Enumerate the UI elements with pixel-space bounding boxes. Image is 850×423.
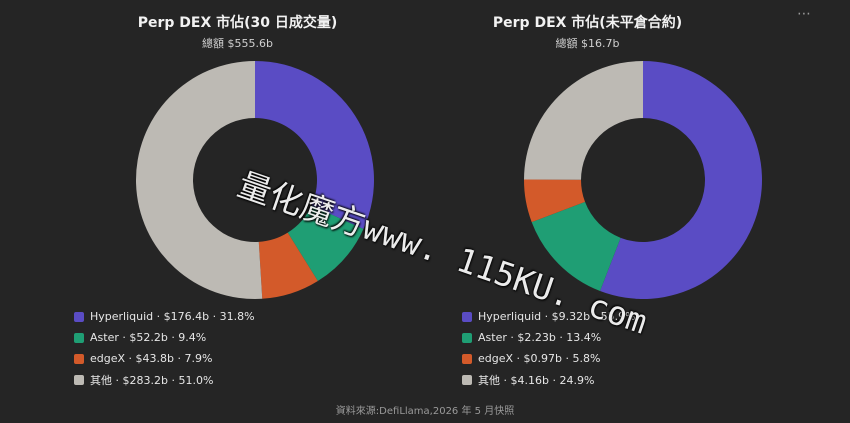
- legend-swatch: [74, 374, 84, 385]
- slice-其他: [524, 61, 643, 180]
- donut-chart: [524, 61, 762, 299]
- legend-item: Hyperliquid · $176.4b · 31.8%: [74, 306, 255, 327]
- slice-edgex: [258, 232, 318, 299]
- legend-item: Aster · $52.2b · 9.4%: [74, 327, 255, 348]
- legend-item: 其他 · $283.2b · 51.0%: [74, 369, 255, 390]
- chart-subtitle: 總額 $16.7b: [555, 37, 620, 50]
- legend-item: Aster · $2.23b · 13.4%: [462, 327, 636, 348]
- chart-panel-open-interest: Perp DEX 市佔(未平倉合約) 總額 $16.7b Hyperliquid…: [425, 0, 850, 400]
- legend-swatch: [462, 332, 472, 343]
- slice-edgex: [524, 179, 586, 223]
- legend-label: Hyperliquid · $176.4b · 31.8%: [90, 310, 255, 323]
- legend-item: 其他 · $4.16b · 24.9%: [462, 369, 636, 390]
- slice-aster: [287, 205, 364, 282]
- legend-swatch: [462, 353, 472, 364]
- chart-panel-volume: Perp DEX 市佔(30 日成交量) 總額 $555.6b Hyperliq…: [0, 0, 425, 400]
- legend-swatch: [74, 332, 84, 343]
- legend-swatch: [462, 374, 472, 385]
- legend-label: edgeX · $43.8b · 7.9%: [90, 352, 213, 365]
- legend-swatch: [74, 311, 84, 322]
- slice-hyperliquid: [600, 61, 762, 299]
- legend-label: 其他 · $283.2b · 51.0%: [90, 373, 214, 387]
- more-horizontal-icon[interactable]: ⋯: [797, 6, 812, 22]
- chart-legend: Hyperliquid · $9.32b · 55.9% Aster · $2.2…: [462, 306, 636, 390]
- slice-hyperliquid: [255, 61, 374, 229]
- chart-title: Perp DEX 市佔(未平倉合約): [492, 15, 683, 31]
- legend-label: Aster · $52.2b · 9.4%: [90, 331, 207, 344]
- slice-其他: [136, 61, 263, 299]
- donut-chart: [136, 61, 374, 299]
- legend-label: 其他 · $4.16b · 24.9%: [478, 373, 595, 387]
- slice-aster: [531, 201, 621, 291]
- legend-label: Hyperliquid · $9.32b · 55.9%: [478, 310, 636, 323]
- chart-subtitle: 總額 $555.6b: [202, 37, 273, 50]
- legend-item: Hyperliquid · $9.32b · 55.9%: [462, 306, 636, 327]
- source-note: 資料來源:DefiLlama,2026 年 5 月快照: [335, 406, 515, 417]
- legend-swatch: [462, 311, 472, 322]
- chart-title: Perp DEX 市佔(30 日成交量): [137, 15, 338, 31]
- legend-item: edgeX · $43.8b · 7.9%: [74, 348, 255, 369]
- chart-legend: Hyperliquid · $176.4b · 31.8% Aster · $52…: [74, 306, 255, 390]
- legend-label: Aster · $2.23b · 13.4%: [478, 331, 602, 344]
- legend-swatch: [74, 353, 84, 364]
- legend-label: edgeX · $0.97b · 5.8%: [478, 352, 601, 365]
- legend-item: edgeX · $0.97b · 5.8%: [462, 348, 636, 369]
